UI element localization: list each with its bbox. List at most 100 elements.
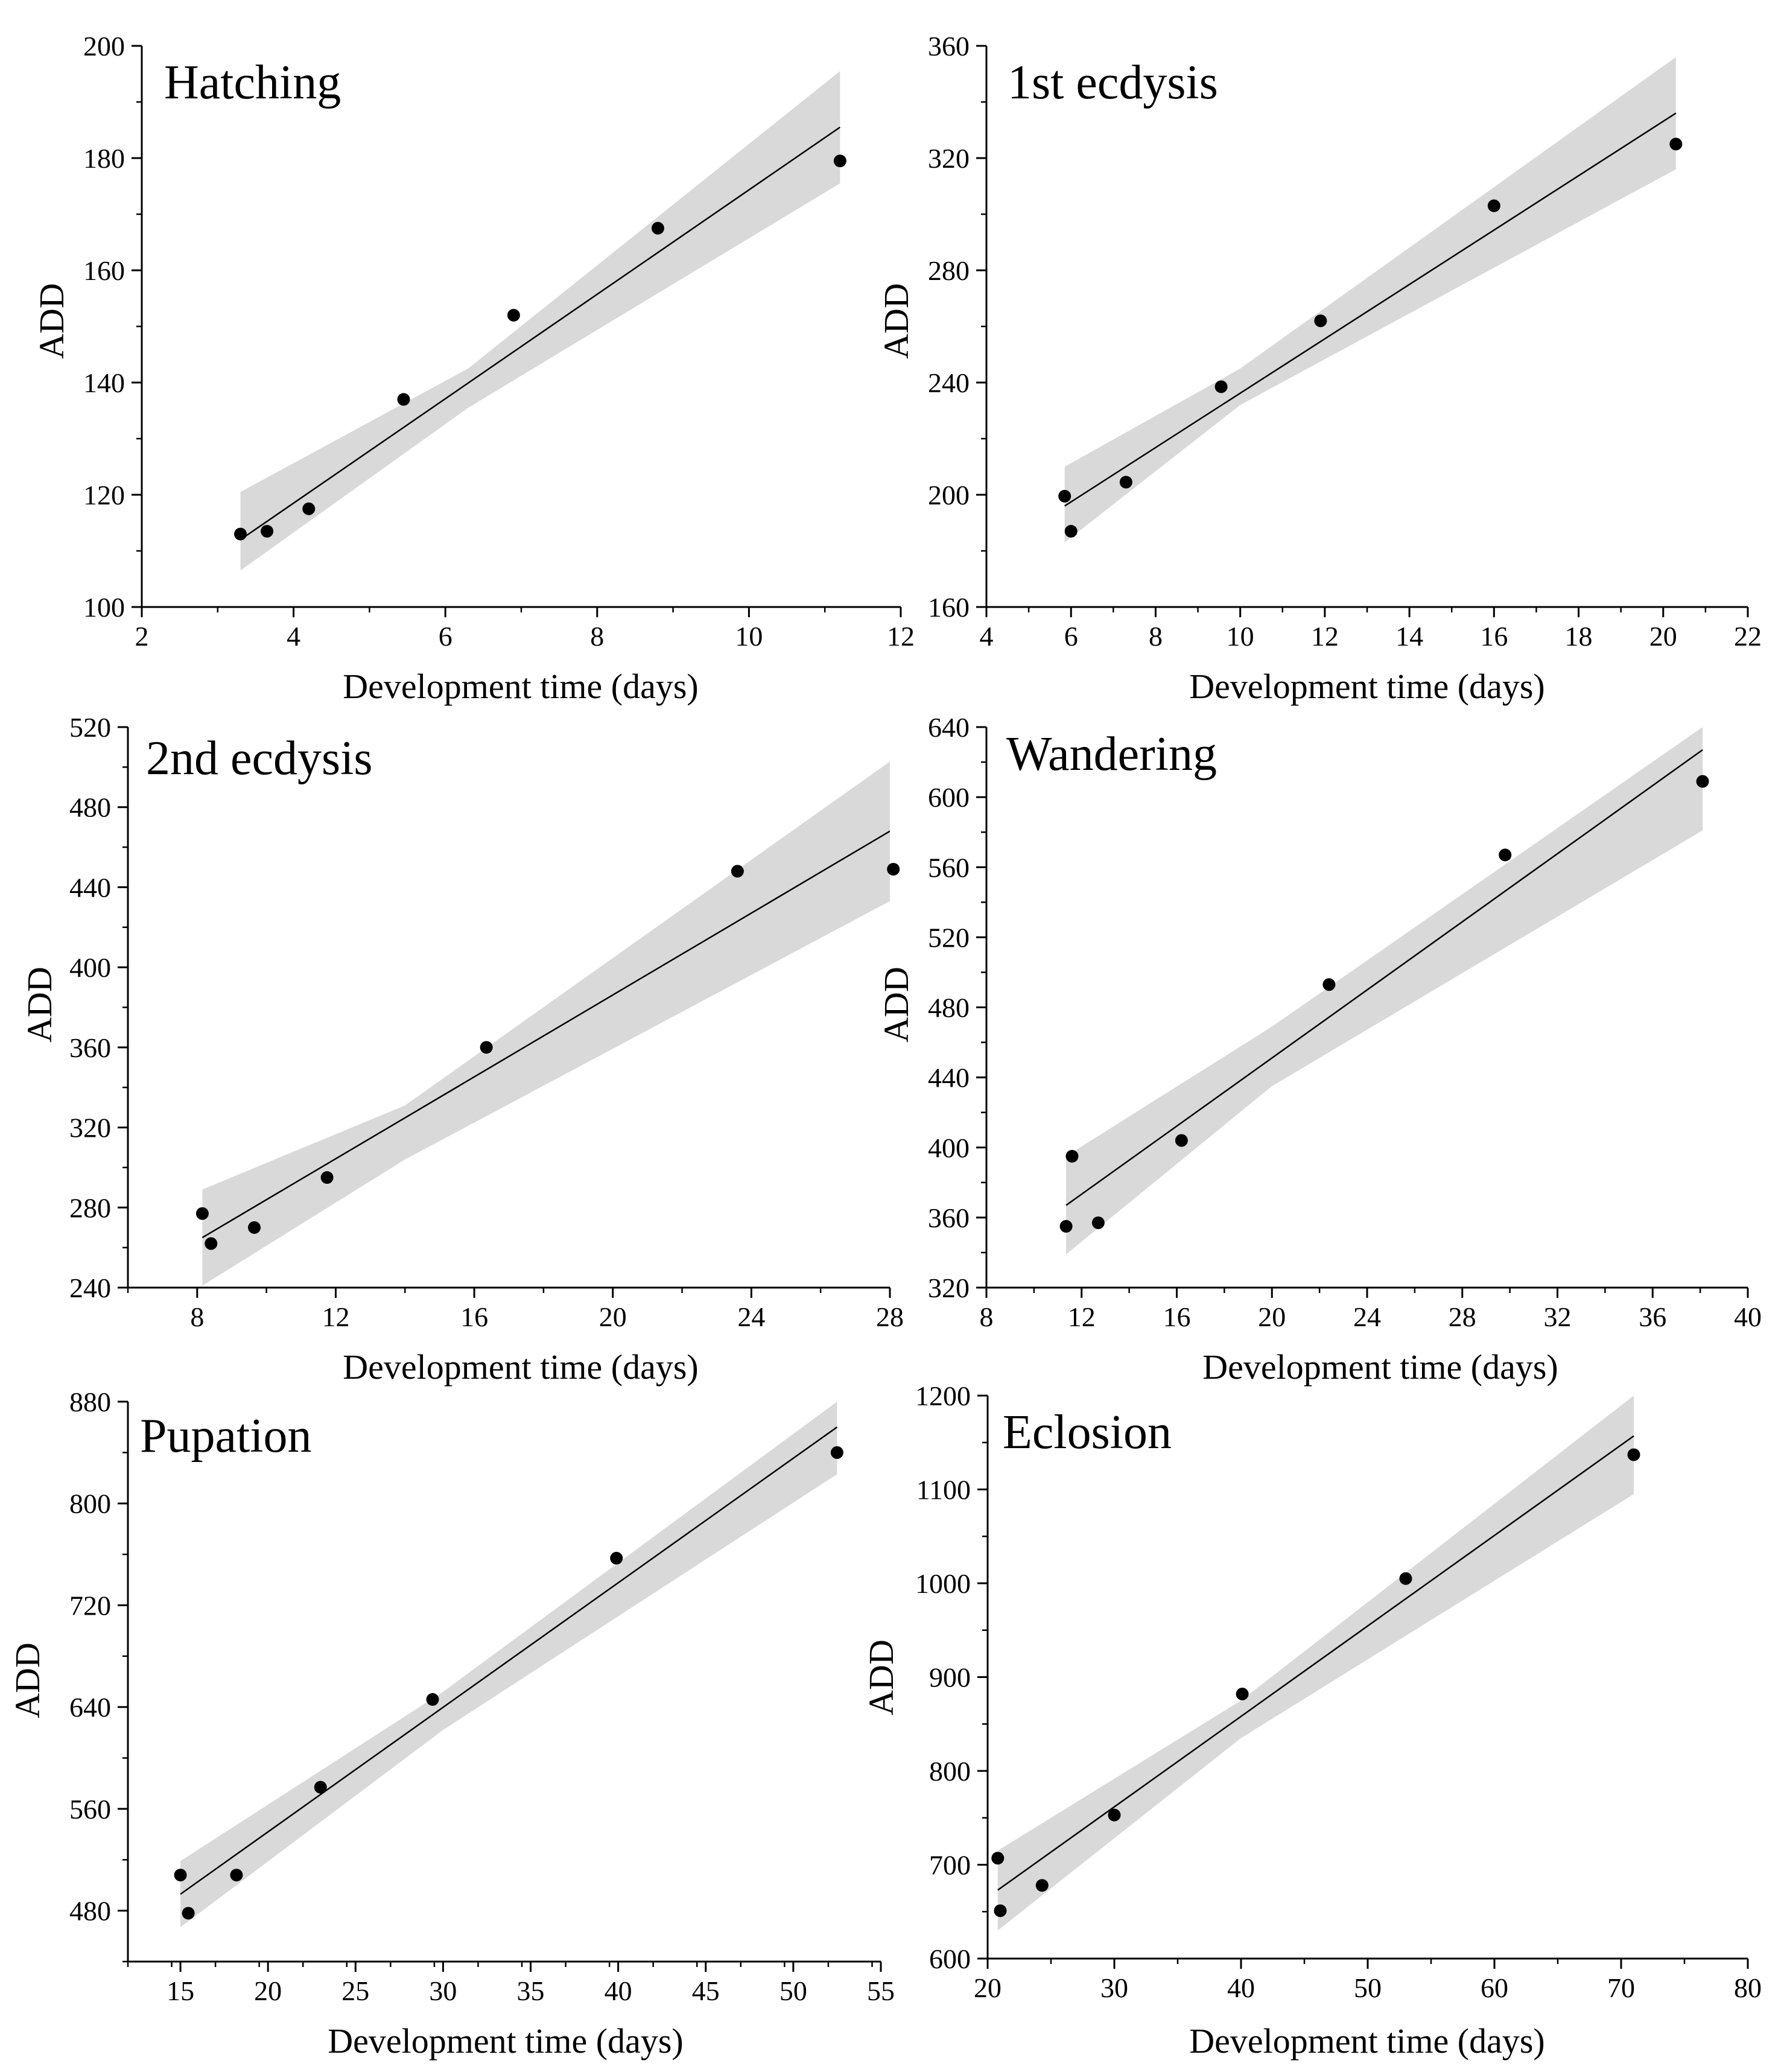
y-tick-label: 240: [69, 1273, 111, 1303]
regression-line: [997, 1435, 1634, 1891]
plot-area: 8 12 16 20 24 28 32 36 40 320 360 400 440 480 520 560 60…: [928, 712, 1762, 1332]
x-tick-label: 8: [1149, 621, 1163, 652]
y-tick-label: 320: [69, 1113, 111, 1143]
x-tick-label: 2: [135, 621, 149, 652]
y-tick-label: 800: [69, 1489, 111, 1519]
x-tick-label: 25: [341, 1975, 369, 2006]
x-tick-label: 40: [605, 1975, 632, 2006]
x-tick-label: 8: [190, 1301, 204, 1332]
x-tick-label: 4: [980, 621, 994, 652]
data-point: [833, 154, 846, 168]
y-tick-label: 900: [929, 1662, 971, 1693]
regression-line: [240, 126, 841, 541]
data-point: [1669, 138, 1683, 151]
y-tick-label: 480: [69, 792, 111, 823]
x-tick-label: 10: [735, 621, 763, 652]
x-axis-label: Development time (days): [328, 2021, 684, 2061]
data-point: [480, 1041, 493, 1054]
data-point: [1499, 848, 1512, 862]
y-axis-label: ADD: [877, 967, 916, 1043]
panel-pupation: 15 20 25 30 35 40 45 50 55 480 560 640 720 800 880 Pup…: [8, 1387, 895, 2061]
y-tick-label: 560: [928, 852, 970, 883]
data-point: [830, 1446, 843, 1459]
data-point: [302, 502, 316, 515]
y-tick-label: 440: [928, 1063, 970, 1093]
x-tick-label: 4: [287, 621, 300, 652]
x-tick-label: 20: [1649, 621, 1677, 652]
x-tick-label: 20: [1258, 1301, 1286, 1332]
data-point: [234, 527, 247, 541]
y-tick-label: 880: [69, 1387, 111, 1417]
x-tick-label: 22: [1734, 621, 1762, 652]
x-tick-label: 45: [692, 1975, 720, 2006]
plot-area: 20 30 40 50 60 70 80 600 700 800 900 1000 1100 1200: [915, 1381, 1762, 2003]
x-tick-label: 20: [599, 1301, 627, 1332]
y-tick-label: 480: [928, 993, 970, 1023]
x-axis-label: Development time (days): [343, 1347, 699, 1387]
data-point: [248, 1221, 261, 1234]
x-tick-label: 35: [517, 1975, 545, 2006]
y-tick-label: 180: [83, 143, 125, 174]
y-tick-label: 600: [929, 1943, 971, 1974]
y-tick-label: 160: [928, 592, 970, 623]
x-tick-label: 40: [1734, 1301, 1762, 1332]
panel-title: 2nd ecdysis: [146, 732, 373, 785]
x-tick-label: 30: [1100, 1972, 1128, 2003]
x-tick-label: 8: [590, 621, 604, 652]
x-tick-label: 6: [439, 621, 452, 652]
y-tick-label: 400: [69, 952, 111, 983]
x-axis-label: Development time (days): [1189, 2021, 1545, 2061]
y-tick-label: 720: [69, 1590, 111, 1621]
data-point: [994, 1904, 1007, 1918]
y-axis-label: ADD: [877, 283, 916, 359]
x-tick-label: 40: [1227, 1972, 1255, 2003]
x-tick-label: 16: [460, 1301, 488, 1332]
data-point: [1487, 199, 1500, 212]
plot-area: 8 12 16 20 24 28 240 280 320 360 400 440 480 520: [69, 712, 904, 1332]
panel-hatching: 2 4 6 8 10 12 100 120 140 160 180 200 Hatching Deve…: [32, 31, 915, 706]
confidence-band: [1064, 57, 1676, 543]
x-tick-label: 10: [1227, 621, 1254, 652]
data-point: [174, 1869, 187, 1882]
x-tick-label: 6: [1064, 621, 1078, 652]
panel-wandering: 8 12 16 20 24 28 32 36 40 320 360 400 440 480 520 560 60…: [877, 712, 1762, 1387]
x-tick-label: 24: [1353, 1301, 1381, 1332]
data-point: [1214, 380, 1228, 393]
data-point: [314, 1781, 327, 1794]
y-tick-label: 560: [69, 1794, 111, 1825]
y-axis-label: ADD: [32, 283, 71, 359]
x-tick-label: 50: [779, 1975, 807, 2006]
y-tick-label: 800: [929, 1756, 971, 1787]
y-tick-label: 280: [928, 255, 970, 286]
data-point: [426, 1693, 439, 1706]
x-tick-label: 60: [1481, 1972, 1508, 2003]
data-point: [1065, 1149, 1079, 1163]
panel-title: 1st ecdysis: [1008, 56, 1218, 109]
regression-line: [1064, 112, 1677, 507]
panel-eclosion: 20 30 40 50 60 70 80 600 700 800 900 1000 1100 1200 E…: [862, 1381, 1762, 2061]
data-point: [1091, 1216, 1105, 1230]
x-tick-label: 18: [1565, 621, 1593, 652]
y-tick-label: 200: [83, 31, 125, 62]
y-tick-label: 280: [69, 1192, 111, 1223]
data-point: [1314, 314, 1327, 328]
y-tick-label: 320: [928, 1273, 970, 1303]
y-tick-label: 400: [928, 1133, 970, 1163]
data-point: [182, 1907, 195, 1920]
data-point: [1064, 524, 1078, 538]
y-tick-label: 360: [69, 1032, 111, 1063]
y-tick-label: 140: [83, 367, 125, 398]
panel-title: Hatching: [164, 56, 341, 109]
y-tick-label: 360: [928, 31, 970, 62]
data-point: [887, 863, 900, 876]
x-tick-label: 36: [1639, 1301, 1666, 1332]
panel-title: Wandering: [1006, 728, 1217, 781]
data-point: [731, 865, 744, 878]
y-tick-label: 480: [69, 1896, 111, 1927]
plot-area: 4 6 8 10 12 14 16 18 20 22 160 200 240 280 320 360: [928, 31, 1762, 652]
x-tick-label: 50: [1354, 1972, 1382, 2003]
regression-line: [180, 1426, 838, 1895]
y-tick-label: 520: [69, 712, 111, 743]
y-tick-label: 640: [69, 1692, 111, 1723]
x-tick-label: 24: [737, 1301, 765, 1332]
